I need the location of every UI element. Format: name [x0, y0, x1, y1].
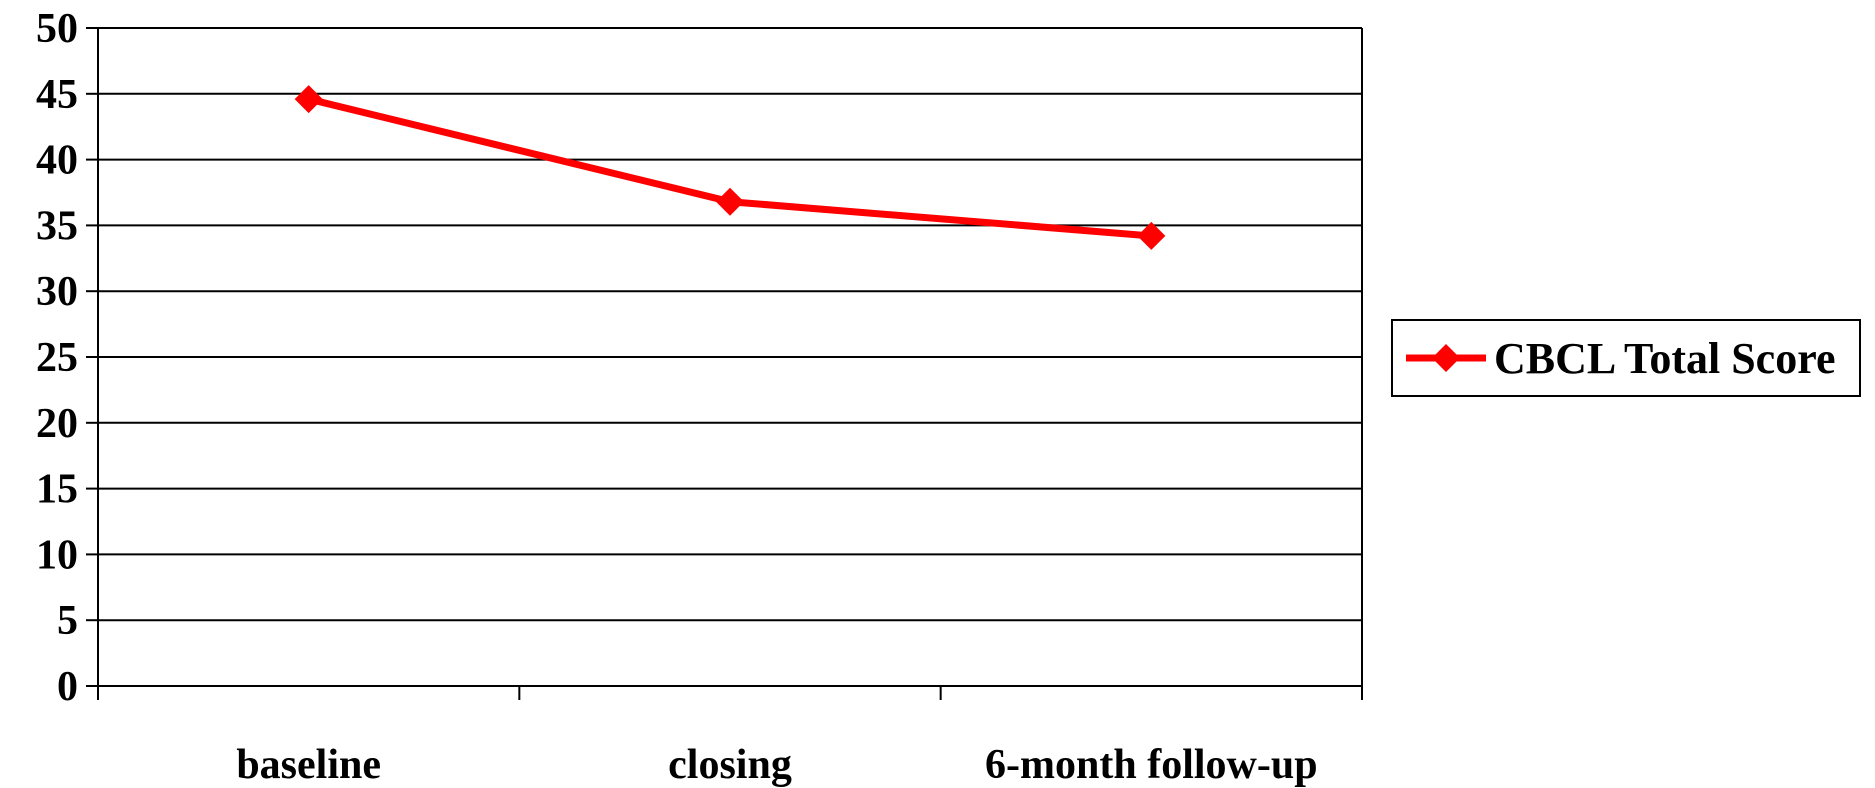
x-tick-label: baseline	[236, 742, 381, 788]
y-tick-label: 45	[36, 72, 78, 118]
x-axis-tick-labels: baseline closing 6-month follow-up	[236, 742, 1317, 788]
gridlines	[98, 27, 1362, 622]
y-tick-label: 10	[36, 532, 78, 578]
y-tick-label: 15	[36, 467, 78, 513]
y-tick-label: 50	[36, 6, 78, 52]
legend: CBCL Total Score	[1391, 319, 1861, 397]
y-tick-label: 0	[57, 664, 78, 710]
legend-label: CBCL Total Score	[1494, 334, 1835, 383]
y-tick-label: 30	[36, 269, 78, 315]
y-tick-label: 5	[57, 598, 78, 644]
x-tick-label: closing	[668, 742, 792, 788]
y-tick-label: 40	[36, 138, 78, 184]
y-tick-label: 20	[36, 401, 78, 447]
y-tick-label: 35	[36, 203, 78, 249]
x-tick-label: 6-month follow-up	[985, 742, 1318, 788]
axes	[86, 27, 1363, 700]
data-point-marker	[1137, 221, 1166, 250]
series-group	[294, 85, 1166, 250]
y-tick-label: 25	[36, 335, 78, 381]
data-point-marker	[716, 187, 744, 216]
y-axis-tick-labels: 0 5 10 15 20 25 30 35 40 45 50	[36, 6, 78, 710]
legend-marker-swatch	[1432, 344, 1460, 372]
data-point-marker	[294, 85, 323, 114]
